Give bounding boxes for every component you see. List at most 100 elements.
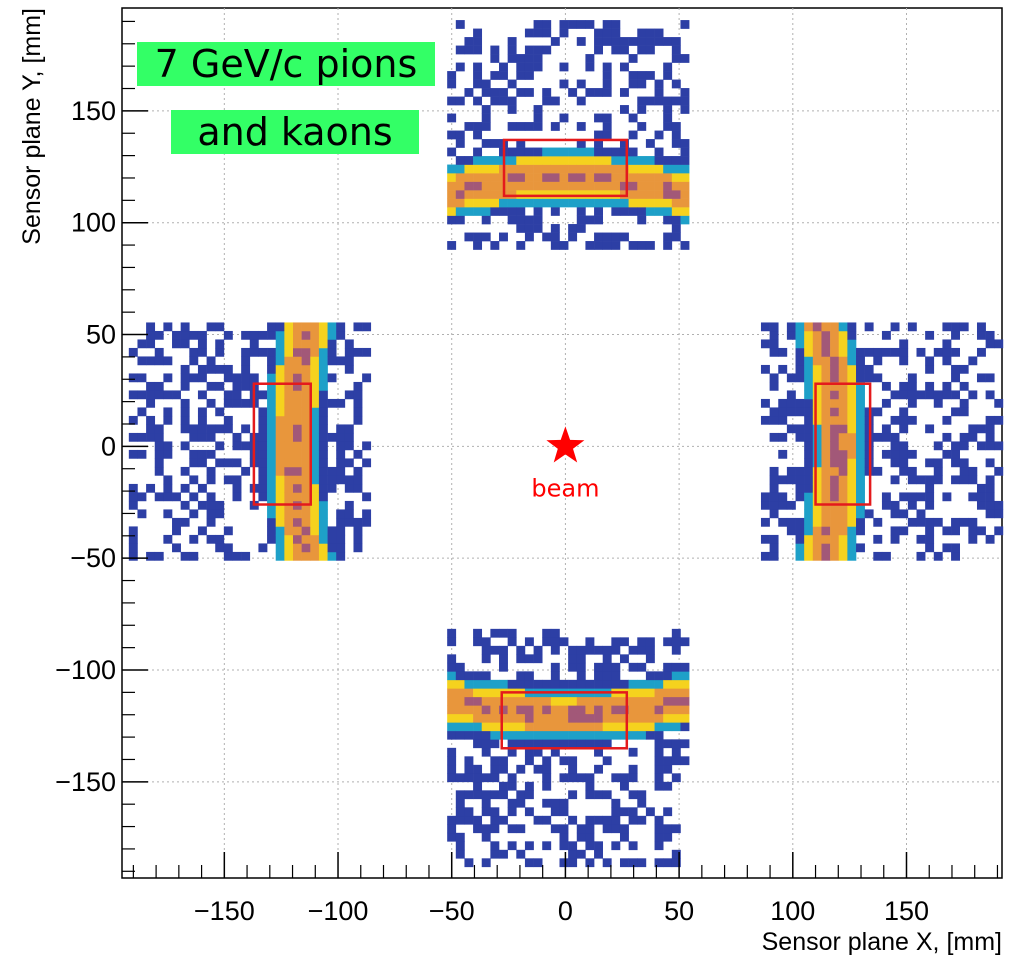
heat-cell — [336, 449, 346, 459]
heat-cell — [916, 475, 926, 485]
heat-cell — [821, 551, 831, 561]
heat-cell — [499, 790, 508, 800]
heat-cell — [611, 773, 621, 783]
beam-label: beam — [531, 474, 599, 502]
heat-cell — [318, 509, 328, 519]
heat-cell — [628, 764, 638, 774]
heat-cell — [550, 645, 560, 655]
heat-cell — [769, 475, 779, 485]
heat-cell — [310, 339, 320, 349]
heat-cell — [284, 432, 294, 442]
heat-cell — [769, 492, 779, 502]
heat-cell — [795, 407, 805, 417]
heat-cell — [985, 509, 995, 519]
heat-cell — [907, 500, 917, 510]
heat-cell — [310, 322, 320, 332]
heat-cell — [663, 807, 673, 817]
heat-cell — [812, 330, 822, 340]
heat-cell — [318, 492, 328, 502]
heat-cell — [146, 398, 156, 408]
heat-cell — [795, 347, 805, 357]
heat-cell — [680, 198, 690, 208]
heat-cell — [524, 164, 534, 174]
heat-cell — [197, 364, 207, 374]
heat-cell — [327, 543, 337, 553]
heat-cell — [856, 390, 865, 400]
heat-cell — [481, 713, 491, 723]
heat-cell — [881, 381, 891, 391]
heat-cell — [602, 662, 612, 672]
heat-cell — [524, 173, 534, 182]
heat-cell — [663, 739, 673, 749]
heat-cell — [353, 483, 363, 493]
heat-cell — [223, 415, 233, 425]
heat-cell — [232, 483, 242, 493]
heat-cell — [671, 662, 681, 672]
heat-cell — [985, 483, 995, 493]
heat-cell — [976, 483, 986, 493]
heat-cell — [455, 181, 465, 191]
heat-cell — [542, 190, 552, 199]
heat-cell — [663, 113, 673, 123]
heat-cell — [611, 45, 621, 55]
heat-cell — [663, 96, 673, 106]
heat-cell — [864, 364, 874, 374]
heat-cell — [223, 390, 233, 400]
heat-cell — [786, 330, 796, 340]
heat-cell — [976, 373, 986, 383]
heat-cell — [611, 679, 621, 689]
heat-cell — [267, 407, 277, 417]
heat-cell — [985, 339, 995, 349]
heat-cell — [804, 390, 814, 400]
heat-cell — [890, 475, 900, 485]
heat-cell — [830, 509, 840, 519]
heat-cell — [499, 654, 508, 664]
heat-cell — [847, 492, 857, 502]
heat-cell — [507, 54, 517, 63]
heat-cell — [795, 322, 805, 332]
heat-cell — [267, 390, 277, 400]
heat-cell — [838, 449, 848, 459]
heat-cell — [516, 654, 526, 664]
heat-cell — [838, 415, 848, 425]
heat-cell — [847, 330, 857, 340]
heat-cell — [327, 475, 337, 485]
y-tick-label: −50 — [70, 543, 116, 573]
heat-cell — [847, 415, 857, 425]
heat-cell — [594, 662, 604, 672]
heat-cell — [680, 173, 690, 182]
heat-cell — [490, 705, 500, 715]
y-tick-label: 150 — [71, 96, 116, 126]
heat-cell — [585, 54, 595, 63]
heat-cell — [795, 356, 805, 366]
heat-cell — [830, 475, 840, 485]
heat-cell — [847, 347, 857, 357]
heat-cell — [847, 441, 857, 451]
heat-cell — [559, 858, 569, 868]
heat-cell — [490, 207, 500, 216]
heat-cell — [533, 54, 543, 63]
heat-cell — [473, 181, 483, 191]
heat-cell — [137, 407, 147, 417]
heat-cell — [481, 798, 491, 808]
heat-cell — [628, 858, 638, 868]
heat-cell — [645, 45, 655, 55]
heat-cell — [542, 739, 552, 749]
heat-cell — [516, 764, 526, 774]
heat-cell — [301, 509, 311, 519]
heat-cell — [680, 241, 690, 250]
heat-cell — [654, 688, 664, 698]
heat-cell — [533, 645, 543, 655]
heat-cell — [637, 215, 647, 225]
heat-cell — [968, 432, 978, 442]
heat-cell — [542, 730, 552, 740]
heat-cell — [976, 330, 986, 340]
heat-cell — [830, 381, 840, 391]
cut-boxes — [252, 138, 872, 750]
heat-cell — [804, 543, 814, 553]
heat-cell — [559, 241, 569, 250]
heat-cell — [524, 739, 534, 749]
heat-cell — [473, 232, 483, 242]
heat-cell — [654, 207, 664, 216]
heat-cell — [499, 713, 508, 723]
